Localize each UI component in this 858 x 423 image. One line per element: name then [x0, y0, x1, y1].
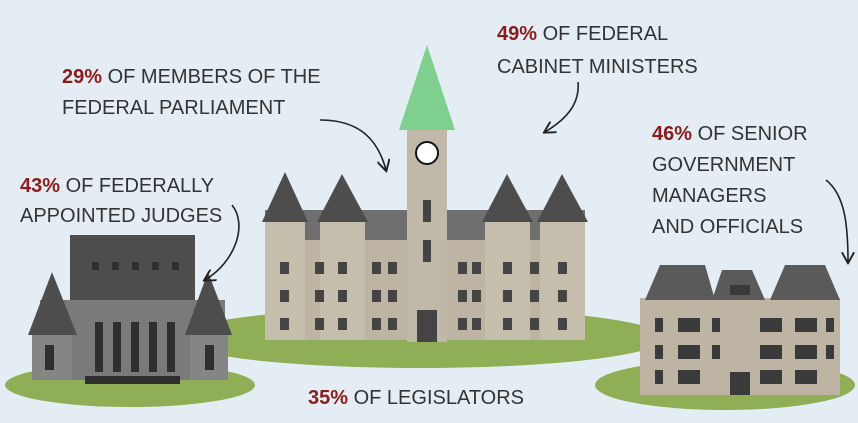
court-building	[5, 235, 255, 407]
parliament-building	[175, 45, 665, 368]
callout-line: 43% OF FEDERALLY	[20, 175, 214, 197]
callout-line: GOVERNMENT	[652, 154, 795, 176]
callout-line: 35% OF LEGISLATORS	[308, 387, 524, 409]
callout-text: OF LEGISLATORS	[348, 387, 524, 409]
callout-text: OF FEDERALLY	[60, 175, 214, 197]
callout-text: OF FEDERAL	[537, 23, 668, 45]
percentage: 43%	[20, 175, 60, 197]
callout-line: MANAGERS	[652, 185, 766, 207]
callout-line: 29% OF MEMBERS OF THE	[62, 66, 321, 88]
callout-line: CABINET MINISTERS	[497, 56, 698, 78]
arrow	[205, 204, 240, 280]
callout-line: AND OFFICIALS	[652, 216, 803, 238]
callouts: 29% OF MEMBERS OF THE FEDERAL PARLIAMENT 4…	[20, 23, 808, 409]
callout-text: OF SENIOR	[692, 123, 808, 145]
percentage: 29%	[62, 66, 102, 88]
arrow	[545, 81, 579, 132]
callout-text: OF MEMBERS OF THE	[102, 66, 321, 88]
percentage: 35%	[308, 387, 348, 409]
percentage: 49%	[497, 23, 537, 45]
callout-line: 49% OF FEDERAL	[497, 23, 668, 45]
government-building	[595, 265, 855, 410]
arrow	[319, 119, 386, 170]
callout-line: APPOINTED JUDGES	[20, 205, 222, 227]
callout-line: FEDERAL PARLIAMENT	[62, 97, 285, 119]
percentage: 46%	[652, 123, 692, 145]
callout-line: 46% OF SENIOR	[652, 123, 808, 145]
arrow	[825, 179, 848, 262]
